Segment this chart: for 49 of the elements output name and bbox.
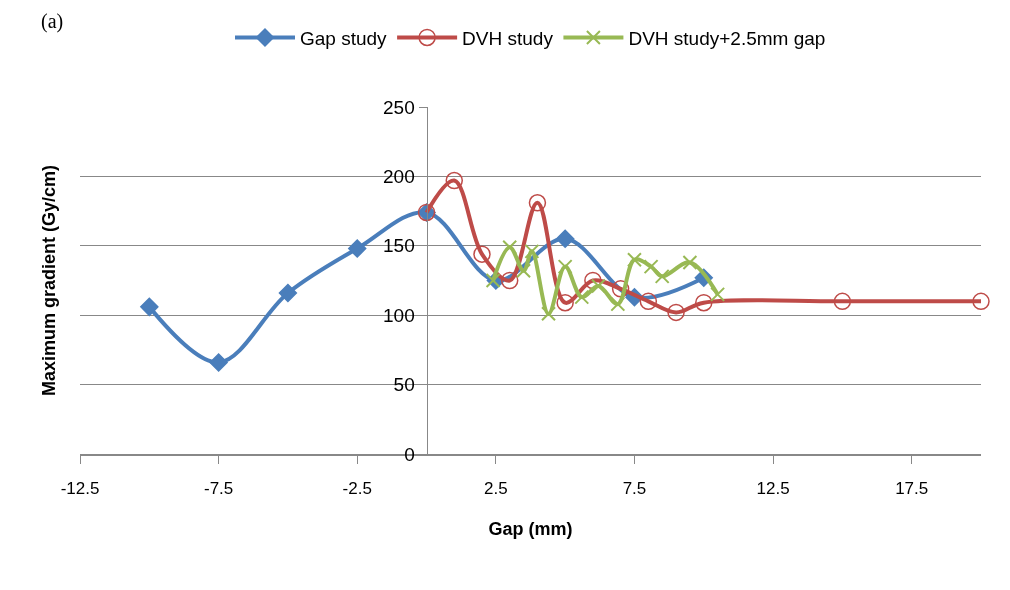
x-axis-title: Gap (mm) (488, 518, 573, 539)
point (626, 252, 642, 268)
x-tick-label: 2.5 (484, 478, 508, 498)
text: (a) (41, 10, 64, 33)
x-tick-label: -7.5 (203, 478, 234, 498)
x-tick-label: -2.5 (342, 478, 372, 498)
x-tick-label: 7.5 (622, 478, 647, 498)
point (500, 271, 519, 290)
point (710, 286, 726, 302)
point (485, 273, 501, 288)
point (278, 283, 298, 303)
point (639, 292, 658, 311)
point (610, 296, 626, 312)
legend-label: DVH study (462, 27, 554, 49)
y-tick-label: 50 (393, 374, 415, 396)
point (348, 239, 367, 258)
point (654, 268, 670, 284)
legend-label: DVH study+2.5mm gap (628, 27, 826, 49)
point (516, 263, 532, 279)
y-tick-label: 150 (383, 235, 415, 257)
point (473, 245, 491, 263)
y-tick-label: 200 (383, 166, 415, 188)
y-tick-label: 250 (383, 96, 415, 118)
x-tick-label: 17.5 (895, 478, 929, 498)
point (555, 229, 575, 249)
point (209, 353, 228, 372)
point (643, 259, 659, 275)
x-tick-label: 12.5 (756, 478, 790, 498)
point (590, 278, 606, 294)
y-tick-label: 0 (404, 443, 415, 465)
legend-label: Gap study (300, 27, 388, 49)
y-tick-label: 100 (383, 304, 415, 326)
point (557, 259, 573, 275)
point (682, 254, 698, 270)
point (574, 289, 590, 305)
point (502, 239, 518, 255)
point (972, 292, 990, 311)
point (611, 280, 630, 298)
point (541, 306, 557, 322)
point (556, 293, 574, 312)
point (524, 243, 540, 259)
point (695, 293, 713, 312)
x-tick-label: -12.5 (60, 478, 100, 498)
point (667, 303, 685, 322)
point (528, 194, 547, 212)
point (833, 292, 852, 311)
y-axis-title: Maximum gradient (Gy/cm) (38, 164, 59, 396)
point (140, 297, 159, 317)
point (445, 171, 464, 190)
